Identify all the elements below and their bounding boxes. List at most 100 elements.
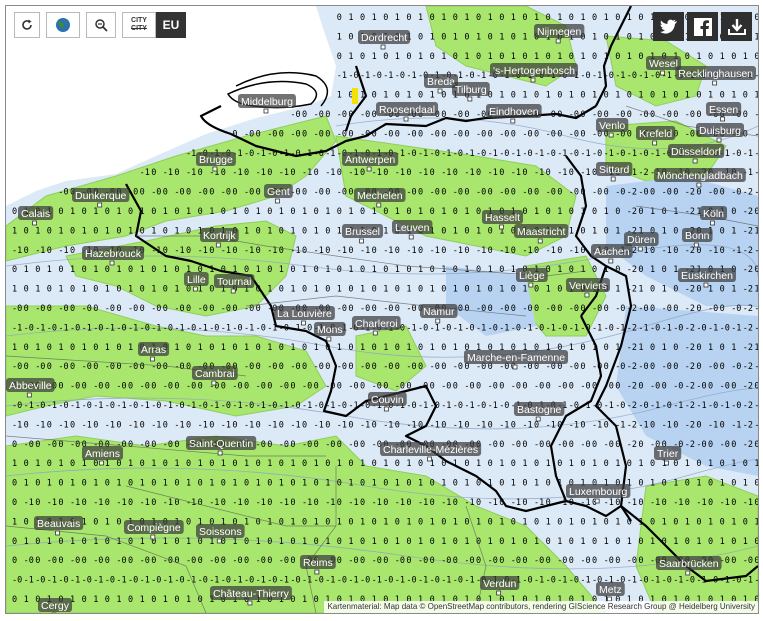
refresh-button[interactable]	[14, 12, 40, 38]
grid-value: -0	[116, 556, 126, 566]
city-marker	[217, 450, 223, 456]
weather-map[interactable]: 0101010101010101010101010101010101010101…	[6, 6, 758, 613]
grid-value: -1	[47, 401, 57, 411]
grid-value: -0	[82, 304, 92, 314]
grid-value: -0	[128, 576, 138, 586]
twitter-button[interactable]	[653, 12, 684, 41]
grid-value: 1	[488, 13, 493, 23]
city-marker	[637, 246, 643, 252]
grid-value: -0	[395, 382, 405, 392]
city-toggle-button[interactable]: CITY CITY	[122, 12, 156, 38]
grid-value: 1	[743, 52, 748, 62]
city-label-background	[392, 220, 433, 234]
grid-value: 0	[592, 168, 597, 178]
grid-value: -1	[731, 246, 741, 256]
grid-value: 1	[209, 595, 214, 605]
grid-value: 0	[731, 479, 736, 489]
grid-value: 0	[24, 285, 29, 295]
city-label-background	[214, 274, 255, 288]
grid-value: -2	[627, 188, 637, 198]
facebook-button[interactable]	[687, 12, 718, 41]
grid-value: 1	[12, 226, 17, 236]
grid-value: 1	[325, 265, 330, 275]
grid-value: 1	[569, 517, 574, 527]
download-button[interactable]	[721, 12, 752, 41]
grid-value: -1	[198, 420, 208, 430]
grid-value: -0	[615, 149, 625, 159]
grid-value: 1	[35, 459, 40, 469]
grid-value: 0	[534, 517, 539, 527]
grid-value: 0	[348, 91, 353, 101]
grid-value: 1	[708, 285, 713, 295]
grid-value: 1	[35, 285, 40, 295]
city-label-background	[238, 94, 296, 108]
grid-value: 0	[546, 207, 551, 217]
grid-value: 0	[638, 595, 643, 605]
grid-value: 1	[673, 595, 678, 605]
grid-value: -0	[662, 110, 672, 120]
grid-value: -1	[650, 498, 660, 508]
grid-value: 0	[754, 537, 758, 547]
grid-value: 0	[406, 52, 411, 62]
grid-value: -1	[232, 168, 242, 178]
grid-value: 0	[360, 168, 365, 178]
city-name: Liège	[519, 270, 545, 282]
grid-value: 0	[430, 537, 435, 547]
grid-value: -1	[464, 168, 474, 178]
grid-value: -0	[221, 304, 231, 314]
map-attribution[interactable]: Kartenmaterial: Map data © OpenStreetMap…	[324, 601, 758, 613]
grid-value: 1	[337, 459, 342, 469]
city-marker	[212, 166, 218, 172]
grid-value: 0	[754, 265, 758, 275]
zoom-out-button[interactable]	[86, 12, 116, 38]
grid-value: 0	[58, 440, 63, 450]
grid-value: -0	[696, 323, 706, 333]
grid-value: -0	[441, 556, 451, 566]
grid-value: -0	[163, 556, 173, 566]
grid-value: -1	[488, 149, 498, 159]
grid-value: 0	[302, 110, 307, 120]
grid-value: -0	[244, 188, 254, 198]
grid-value: 0	[35, 265, 40, 275]
grid-value: 0	[128, 265, 133, 275]
grid-value: -1	[511, 498, 521, 508]
grid-value: -1	[116, 576, 126, 586]
grid-value: -0	[731, 362, 741, 372]
globe-button[interactable]	[46, 12, 80, 38]
grid-value: -1	[720, 498, 730, 508]
grid-value: -1	[615, 71, 625, 81]
grid-value: 0	[511, 285, 516, 295]
grid-value: 1	[673, 479, 678, 489]
grid-value: 0	[720, 226, 725, 236]
grid-value: -0	[592, 304, 602, 314]
grid-value: 0	[24, 517, 29, 527]
grid-value: 1	[546, 459, 551, 469]
grid-value: -1	[592, 420, 602, 430]
grid-value: 0	[557, 343, 562, 353]
grid-value: -1	[534, 498, 544, 508]
grid-value: -1	[754, 71, 758, 81]
grid-value: 0	[615, 479, 620, 489]
grid-value: 1	[731, 226, 736, 236]
grid-value: 0	[302, 517, 307, 527]
grid-value: -2	[743, 246, 753, 256]
grid-value: -1	[209, 576, 219, 586]
grid-value: 1	[47, 537, 52, 547]
grid-value: -0	[82, 362, 92, 372]
grid-value: 1	[615, 32, 620, 42]
grid-value: 1	[70, 595, 75, 605]
city-label-background	[82, 446, 124, 460]
grid-value: 0	[151, 168, 156, 178]
city-marker	[230, 288, 236, 294]
grid-value: -0	[430, 149, 440, 159]
grid-value: 1	[302, 265, 307, 275]
eu-button[interactable]: EU	[156, 12, 186, 38]
grid-value: -0	[569, 362, 579, 372]
city-label: Recklinghausen	[675, 66, 756, 86]
grid-value: 1	[58, 459, 63, 469]
grid-value: 0	[232, 343, 237, 353]
city-label-background	[591, 244, 633, 258]
grid-value: 0	[650, 420, 655, 430]
grid-value: -1	[708, 420, 718, 430]
grid-value: 0	[615, 498, 620, 508]
